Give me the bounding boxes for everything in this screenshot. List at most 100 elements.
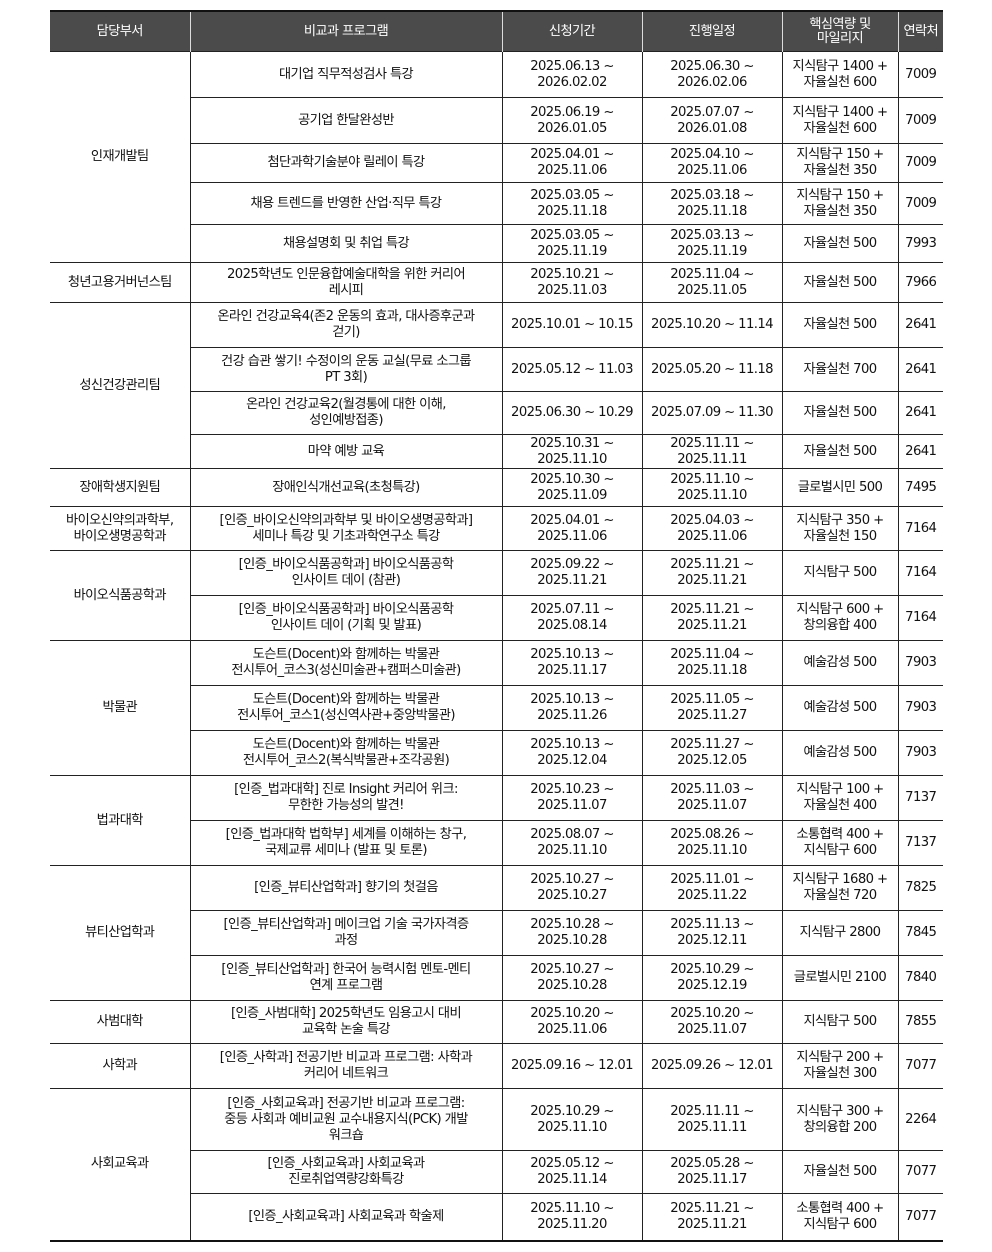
mileage-cell: 지식탐구 1680 + 자율실천 720 — [781, 865, 899, 911]
schedule-cell: 2025.11.05 ~ 2025.11.27 — [641, 685, 783, 731]
table-row: 마약 예방 교육 2025.10.31 ~ 2025.11.10 2025.11.1… — [50, 434, 943, 469]
program-cell: 공기업 한달완성반 — [189, 97, 503, 144]
dept-cell: 사회교육과 — [50, 1088, 191, 1241]
schedule-cell: 2025.11.27 ~ 2025.12.05 — [641, 730, 783, 776]
contact-cell: 7077 — [897, 1043, 943, 1089]
contact-cell: 7495 — [897, 468, 943, 507]
apply-period-cell: 2025.06.30 ~ 10.29 — [501, 391, 643, 435]
apply-period-cell: 2025.10.28 ~ 2025.10.28 — [501, 910, 643, 956]
table-row: 청년고용거버넌스팀 2025학년도 인문융합예술대학을 위한 커리어 레시피 202… — [50, 262, 943, 303]
contact-cell: 7966 — [897, 262, 943, 303]
table-row: [인증_사회교육과] 사회교육과 학술제 2025.11.10 ~ 2025.11… — [50, 1193, 943, 1241]
dept-cell: 성신건강관리팀 — [50, 302, 191, 469]
contact-cell: 7903 — [897, 640, 943, 686]
contact-cell: 2641 — [897, 391, 943, 435]
header-contact: 연락처 — [897, 11, 943, 52]
table-row: 뷰티산업학과 [인증_뷰티산업학과] 향기의 첫걸음 2025.10.27 ~ 20… — [50, 865, 943, 1001]
schedule-cell: 2025.07.09 ~ 11.30 — [641, 391, 783, 435]
schedule-cell: 2025.05.20 ~ 11.18 — [641, 347, 783, 392]
mileage-cell: 자율실천 500 — [781, 302, 899, 348]
mileage-cell: 지식탐구 150 + 자율실천 350 — [781, 182, 899, 225]
dept-cell: 법과대학 — [50, 775, 191, 866]
schedule-cell: 2025.08.26 ~ 2025.11.10 — [641, 820, 783, 866]
mileage-cell: 지식탐구 1400 + 자율실천 600 — [781, 51, 899, 98]
schedule-cell: 2025.10.20 ~ 11.14 — [641, 302, 783, 348]
contact-cell: 2264 — [897, 1088, 943, 1151]
schedule-cell: 2025.04.03 ~ 2025.11.06 — [641, 506, 783, 551]
schedule-cell: 2025.10.20 ~ 2025.11.07 — [641, 1000, 783, 1044]
schedule-cell: 2025.11.13 ~ 2025.12.11 — [641, 910, 783, 956]
schedule-cell: 2025.11.11 ~ 2025.11.11 — [641, 1088, 783, 1151]
schedule-cell: 2025.11.01 ~ 2025.11.22 — [641, 865, 783, 911]
apply-period-cell: 2025.10.29 ~ 2025.11.10 — [501, 1088, 643, 1151]
mileage-cell: 지식탐구 2800 — [781, 910, 899, 956]
table-row: 사학과 [인증_사학과] 전공기반 비교과 프로그램: 사학과 커리어 네트워크 2… — [50, 1043, 943, 1089]
program-cell: 채용설명회 및 취업 특강 — [189, 224, 503, 263]
contact-cell: 7137 — [897, 820, 943, 866]
contact-cell: 7077 — [897, 1193, 943, 1241]
apply-period-cell: 2025.08.07 ~ 2025.11.10 — [501, 820, 643, 866]
contact-cell: 2641 — [897, 302, 943, 348]
table-row: 박물관 도슨트(Docent)와 함께하는 박물관 전시투어_코스3(성신미술관+… — [50, 640, 943, 776]
table-row: 도슨트(Docent)와 함께하는 박물관 전시투어_코스1(성신역사관+중앙박… — [50, 685, 943, 731]
apply-period-cell: 2025.10.13 ~ 2025.12.04 — [501, 730, 643, 776]
program-table: 담당부서 비교과 프로그램 신청기간 진행일정 핵심역량 및 마일리지 연락처 … — [50, 10, 943, 1242]
program-cell: 장애인식개선교육(초청특강) — [189, 468, 503, 507]
apply-period-cell: 2025.09.22 ~ 2025.11.21 — [501, 550, 643, 596]
contact-cell: 2641 — [897, 434, 943, 469]
contact-cell: 7137 — [897, 775, 943, 821]
mileage-cell: 소통협력 400 + 지식탐구 600 — [781, 1193, 899, 1241]
dept-cell: 사학과 — [50, 1043, 191, 1089]
apply-period-cell: 2025.05.12 ~ 11.03 — [501, 347, 643, 392]
program-cell: [인증_사학과] 전공기반 비교과 프로그램: 사학과 커리어 네트워크 — [189, 1043, 503, 1089]
apply-period-cell: 2025.10.13 ~ 2025.11.17 — [501, 640, 643, 686]
dept-cell: 장애학생지원팀 — [50, 468, 191, 507]
schedule-cell: 2025.06.30 ~ 2026.02.06 — [641, 51, 783, 98]
schedule-cell: 2025.03.13 ~ 2025.11.19 — [641, 224, 783, 263]
header-dept: 담당부서 — [50, 11, 191, 52]
contact-cell: 7903 — [897, 685, 943, 731]
program-cell: 첨단과학기술분야 릴레이 특강 — [189, 143, 503, 183]
apply-period-cell: 2025.10.27 ~ 2025.10.28 — [501, 955, 643, 1001]
apply-period-cell: 2025.10.01 ~ 10.15 — [501, 302, 643, 348]
program-cell: [인증_사회교육과] 사회교육과 진로취업역량강화특강 — [189, 1150, 503, 1194]
table-row: 사회교육과 [인증_사회교육과] 전공기반 비교과 프로그램: 중등 사회과 예비… — [50, 1088, 943, 1241]
schedule-cell: 2025.07.07 ~ 2026.01.08 — [641, 97, 783, 144]
schedule-cell: 2025.11.10 ~ 2025.11.10 — [641, 468, 783, 507]
apply-period-cell: 2025.04.01 ~ 2025.11.06 — [501, 506, 643, 551]
table-row: [인증_사회교육과] 사회교육과 진로취업역량강화특강 2025.05.12 ~ … — [50, 1150, 943, 1194]
program-cell: 마약 예방 교육 — [189, 434, 503, 469]
contact-cell: 7009 — [897, 51, 943, 98]
mileage-cell: 지식탐구 600 + 창의융합 400 — [781, 595, 899, 641]
program-cell: 건강 습관 쌓기! 수정이의 운동 교실(무료 소그룹 PT 3회) — [189, 347, 503, 392]
table-row: 법과대학 [인증_법과대학] 진로 Insight 커리어 위크: 무한한 가능성… — [50, 775, 943, 866]
header-mileage: 핵심역량 및 마일리지 — [781, 11, 899, 52]
mileage-cell: 지식탐구 100 + 자율실천 400 — [781, 775, 899, 821]
table-row: 바이오식품공학과 [인증_바이오식품공학과] 바이오식품공학 인사이트 데이 (참… — [50, 550, 943, 641]
mileage-cell: 소통협력 400 + 지식탐구 600 — [781, 820, 899, 866]
table-row: 건강 습관 쌓기! 수정이의 운동 교실(무료 소그룹 PT 3회) 2025.0… — [50, 347, 943, 392]
apply-period-cell: 2025.05.12 ~ 2025.11.14 — [501, 1150, 643, 1194]
contact-cell: 7077 — [897, 1150, 943, 1194]
contact-cell: 7009 — [897, 143, 943, 183]
mileage-cell: 자율실천 500 — [781, 1150, 899, 1194]
mileage-cell: 지식탐구 300 + 창의융합 200 — [781, 1088, 899, 1151]
schedule-cell: 2025.11.04 ~ 2025.11.05 — [641, 262, 783, 303]
mileage-cell: 글로벌시민 500 — [781, 468, 899, 507]
program-cell: 대기업 직무적성검사 특강 — [189, 51, 503, 98]
program-cell: [인증_바이오식품공학과] 바이오식품공학 인사이트 데이 (참관) — [189, 550, 503, 596]
mileage-cell: 자율실천 500 — [781, 434, 899, 469]
program-cell: 채용 트렌드를 반영한 산업·직무 특강 — [189, 182, 503, 225]
dept-cell: 박물관 — [50, 640, 191, 776]
apply-period-cell: 2025.03.05 ~ 2025.11.18 — [501, 182, 643, 225]
table-row: 바이오신약의과학부, 바이오생명공학과 [인증_바이오신약의과학부 및 바이오생명… — [50, 506, 943, 551]
schedule-cell: 2025.10.29 ~ 2025.12.19 — [641, 955, 783, 1001]
schedule-cell: 2025.05.28 ~ 2025.11.17 — [641, 1150, 783, 1194]
mileage-cell: 지식탐구 150 + 자율실천 350 — [781, 143, 899, 183]
table-row: 도슨트(Docent)와 함께하는 박물관 전시투어_코스2(복식박물관+조각공… — [50, 730, 943, 776]
program-cell: 도슨트(Docent)와 함께하는 박물관 전시투어_코스2(복식박물관+조각공… — [189, 730, 503, 776]
table-row: [인증_뷰티산업학과] 한국어 능력시험 멘토-멘티 연계 프로그램 2025.1… — [50, 955, 943, 1001]
table-row: 채용 트렌드를 반영한 산업·직무 특강 2025.03.05 ~ 2025.11… — [50, 182, 943, 225]
contact-cell: 7903 — [897, 730, 943, 776]
apply-period-cell: 2025.09.16 ~ 12.01 — [501, 1043, 643, 1089]
